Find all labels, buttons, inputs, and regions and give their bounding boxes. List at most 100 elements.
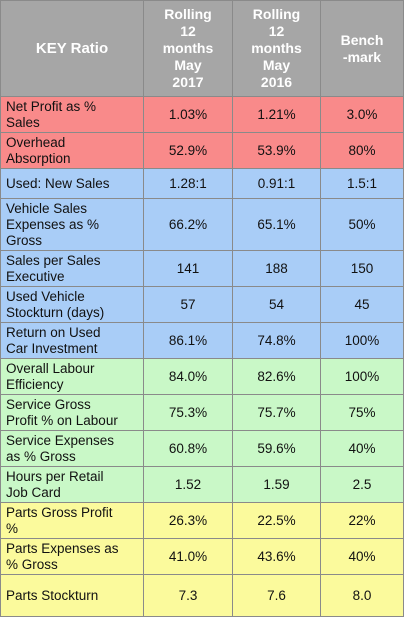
value-benchmark: 1.5:1 [320, 168, 404, 199]
ratio-label-line: Vehicle Sales [6, 200, 88, 216]
value-2016: 65.1% [232, 198, 321, 251]
header-2016-line: 12 [268, 23, 285, 39]
header-benchmark: Bench -mark [320, 0, 404, 97]
value-benchmark: 150 [320, 250, 404, 287]
table-row: Overall Labour Efficiency 84.0% 82.6% 100% [0, 358, 404, 395]
value-2016: 59.6% [232, 430, 321, 467]
table-row: Hours per Retail Job Card 1.52 1.59 2.5 [0, 466, 404, 503]
ratio-label: Overall Labour Efficiency [0, 358, 144, 395]
table-row: Used Vehicle Stockturn (days) 57 54 45 [0, 286, 404, 323]
ratio-label-line: Net Profit as % [6, 98, 97, 114]
value-2017: 7.3 [143, 574, 233, 617]
ratio-label: Service Expenses as % Gross [0, 430, 144, 467]
ratio-label-line: Profit % on Labour [6, 412, 118, 428]
value-2017: 1.52 [143, 466, 233, 503]
header-rolling-2017: Rolling 12 months May 2017 [143, 0, 233, 97]
ratio-label-line: % [6, 520, 19, 536]
ratio-label-line: Hours per Retail [6, 468, 104, 484]
value-2016: 53.9% [232, 132, 321, 169]
header-2017-line: May [174, 57, 202, 73]
ratio-label-line: Service Expenses [6, 432, 115, 448]
value-2017: 75.3% [143, 394, 233, 431]
ratio-label-line: Job Card [6, 484, 61, 500]
ratio-rows: Net Profit as % Sales 1.03% 1.21% 3.0% Overhe… [0, 96, 404, 617]
value-benchmark: 100% [320, 322, 404, 359]
ratio-label-line: Parts Gross Profit [6, 504, 113, 520]
value-2017: 41.0% [143, 538, 233, 575]
ratio-label-line: Used: New Sales [6, 175, 110, 191]
ratio-label-line: Parts Stockturn [6, 587, 99, 603]
value-benchmark: 40% [320, 538, 404, 575]
table-row: Net Profit as % Sales 1.03% 1.21% 3.0% [0, 96, 404, 133]
value-2017: 1.03% [143, 96, 233, 133]
ratio-label-line: Return on Used [6, 324, 101, 340]
ratio-label-line: as % Gross [6, 448, 76, 464]
ratio-label-line: Absorption [6, 150, 71, 166]
value-2017: 1.28:1 [143, 168, 233, 199]
value-2017: 57 [143, 286, 233, 323]
ratio-label-line: Gross [6, 232, 43, 248]
ratio-label: Service Gross Profit % on Labour [0, 394, 144, 431]
ratio-label-line: Stockturn (days) [6, 304, 105, 320]
header-2017-line: 12 [180, 23, 196, 39]
ratio-label: Hours per Retail Job Card [0, 466, 144, 503]
value-benchmark: 40% [320, 430, 404, 467]
ratio-label-line: Parts Expenses as [6, 540, 119, 556]
header-2016-line: months [251, 40, 302, 56]
ratio-label-line: Overhead [6, 134, 66, 150]
value-2016: 75.7% [232, 394, 321, 431]
table-row: Sales per Sales Executive 141 188 150 [0, 250, 404, 287]
ratio-label: Used: New Sales [0, 168, 144, 199]
ratio-label-line: % Gross [6, 556, 58, 572]
value-benchmark: 75% [320, 394, 404, 431]
table-row: Parts Stockturn 7.3 7.6 8.0 [0, 574, 404, 617]
header-key-ratio-text: KEY Ratio [35, 40, 109, 57]
value-2016: 22.5% [232, 502, 321, 539]
header-benchmark-line: -mark [342, 48, 382, 65]
value-2016: 7.6 [232, 574, 321, 617]
ratio-label-line: Used Vehicle [6, 288, 85, 304]
value-benchmark: 8.0 [320, 574, 404, 617]
value-benchmark: 2.5 [320, 466, 404, 503]
ratio-label-line: Efficiency [6, 376, 64, 392]
ratio-label: Used Vehicle Stockturn (days) [0, 286, 144, 323]
header-row: KEY Ratio Rolling 12 months May 2017 Rol… [0, 0, 404, 97]
table-row: Overhead Absorption 52.9% 53.9% 80% [0, 132, 404, 169]
value-2017: 66.2% [143, 198, 233, 251]
table-row: Used: New Sales 1.28:1 0.91:1 1.5:1 [0, 168, 404, 199]
value-2017: 60.8% [143, 430, 233, 467]
header-rolling-2016: Rolling 12 months May 2016 [232, 0, 321, 97]
value-2016: 74.8% [232, 322, 321, 359]
value-2017: 86.1% [143, 322, 233, 359]
value-benchmark: 80% [320, 132, 404, 169]
table-row: Parts Gross Profit% 26.3% 22.5% 22% [0, 502, 404, 539]
value-benchmark: 3.0% [320, 96, 404, 133]
header-key-ratio: KEY Ratio [0, 0, 144, 97]
value-benchmark: 100% [320, 358, 404, 395]
table-row: Vehicle Sales Expenses as % Gross 66.2% 65.1… [0, 198, 404, 251]
ratio-label: Sales per Sales Executive [0, 250, 144, 287]
ratio-label: Parts Expenses as% Gross [0, 538, 144, 575]
table-row: Parts Expenses as% Gross 41.0% 43.6% 40% [0, 538, 404, 575]
value-benchmark: 50% [320, 198, 404, 251]
ratio-label-line: Overall Labour [6, 360, 95, 376]
ratio-label: Parts Gross Profit% [0, 502, 144, 539]
header-2017-line: months [162, 40, 214, 56]
ratio-label: Return on Used Car Investment [0, 322, 144, 359]
value-2016: 43.6% [232, 538, 321, 575]
ratio-label-line: Service Gross [6, 396, 91, 412]
header-2017-line: Rolling [164, 6, 212, 22]
header-benchmark-line: Bench [340, 31, 384, 48]
ratio-label: Vehicle Sales Expenses as % Gross [0, 198, 144, 251]
ratio-label-line: Expenses as % [6, 216, 100, 232]
value-2016: 82.6% [232, 358, 321, 395]
ratio-label: Overhead Absorption [0, 132, 144, 169]
header-2016-line: Rolling [252, 6, 301, 22]
header-2016-line: 2016 [260, 74, 293, 90]
ratio-label: Net Profit as % Sales [0, 96, 144, 133]
key-ratio-table: KEY Ratio Rolling 12 months May 2017 Rol… [0, 0, 404, 617]
value-benchmark: 45 [320, 286, 404, 323]
header-2016-line: May [262, 57, 291, 73]
table-row: Return on Used Car Investment 86.1% 74.8% 10… [0, 322, 404, 359]
ratio-label-line: Sales [6, 114, 40, 130]
